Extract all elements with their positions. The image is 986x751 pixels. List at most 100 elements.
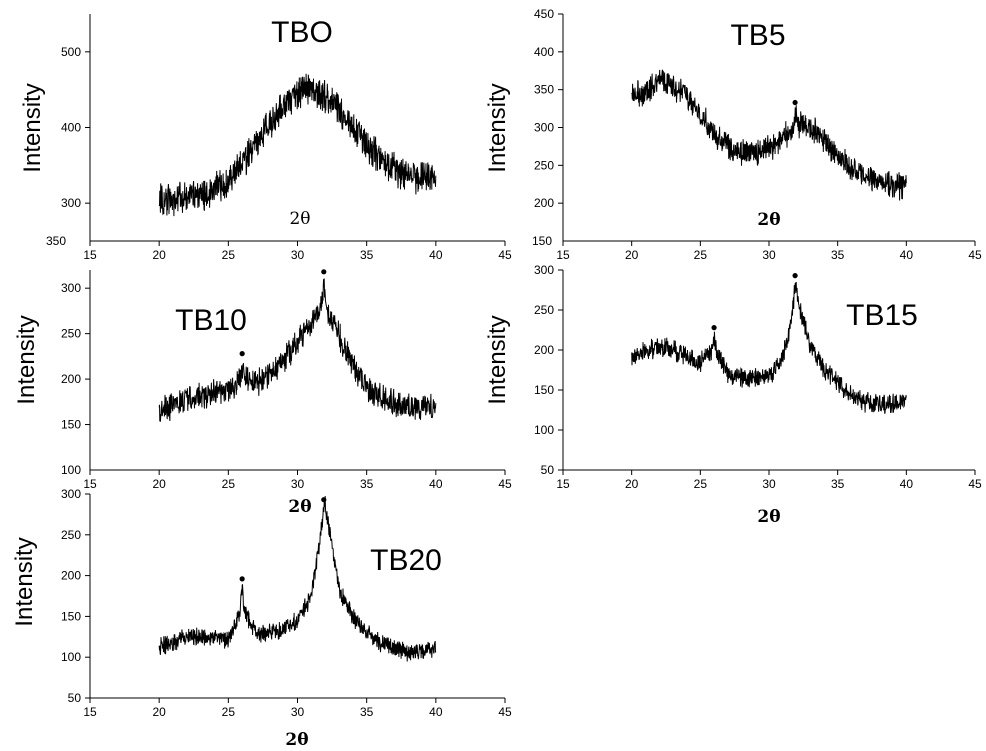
panel-tb5: 15 20 25 30 35 40 45 200 250 300 350 400 450 150 TB… <box>484 7 982 262</box>
x-tick-label: 15 <box>83 477 97 491</box>
y-tick-label: 200 <box>534 196 554 210</box>
x-tick-label: 15 <box>83 705 97 719</box>
y-tick-label: 250 <box>61 327 81 341</box>
peak-marker <box>321 269 327 275</box>
x-tick-label: 30 <box>762 248 776 262</box>
panel-tb10: 15 20 25 30 35 40 45 150 200 250 300 100 TB10 Int… <box>13 269 512 517</box>
y-axis-label: Intensity <box>13 315 40 404</box>
x-tick-label: 45 <box>498 248 512 262</box>
x-tick-label: 15 <box>556 477 570 491</box>
y-ticks: 50 100 150 200 250 300 <box>534 263 563 477</box>
x-tick-label: 20 <box>625 248 639 262</box>
peak-markers <box>792 99 798 106</box>
y-tick-label: 150 <box>61 609 81 623</box>
x-tick-label: 45 <box>968 477 982 491</box>
peak-markers <box>239 269 327 357</box>
x-ticks: 15 20 25 30 35 40 45 <box>556 241 982 262</box>
y-tick-label: 200 <box>61 569 81 583</box>
x-tick-label: 35 <box>360 477 374 491</box>
y-tick-label: 300 <box>534 121 554 135</box>
x-tick-label: 30 <box>291 705 305 719</box>
x-axis-label: 2θ <box>757 210 780 230</box>
panel-tbo: 15 20 25 30 35 40 45 300 400 500 350 TBO Intensi… <box>19 14 512 262</box>
x-tick-label: 30 <box>291 248 305 262</box>
x-tick-label: 35 <box>360 248 374 262</box>
x-tick-label: 25 <box>222 705 236 719</box>
extra-y-label: 150 <box>532 234 552 248</box>
xrd-trace <box>631 281 907 414</box>
y-tick-label: 50 <box>541 463 555 477</box>
y-tick-label: 250 <box>61 528 81 542</box>
xrd-trace <box>631 69 907 201</box>
x-tick-label: 20 <box>152 705 166 719</box>
peak-marker <box>321 497 327 503</box>
x-tick-label: 25 <box>694 477 708 491</box>
y-tick-label: 150 <box>61 418 81 432</box>
y-tick-label: 250 <box>534 158 554 172</box>
y-ticks: 50 100 150 200 250 300 <box>61 487 90 705</box>
chart-title: TB5 <box>730 19 785 52</box>
panel-tb20: 15 20 25 30 35 40 45 50 100 150 200 250 300 TB20 In… <box>11 487 512 750</box>
peak-marker <box>239 351 245 357</box>
y-ticks: 200 250 300 350 400 450 <box>534 7 563 210</box>
xrd-trace <box>158 278 437 422</box>
y-tick-label: 350 <box>534 83 554 97</box>
extra-y-label: 350 <box>46 234 66 248</box>
x-ticks: 15 20 25 30 35 40 45 <box>83 470 512 491</box>
peak-marker <box>792 273 798 279</box>
x-tick-label: 45 <box>498 477 512 491</box>
x-tick-label: 20 <box>625 477 639 491</box>
y-tick-label: 200 <box>61 372 81 386</box>
x-tick-label: 40 <box>900 248 914 262</box>
y-tick-label: 300 <box>534 263 554 277</box>
y-tick-label: 150 <box>534 383 554 397</box>
y-tick-label: 400 <box>61 121 81 135</box>
peak-marker <box>711 325 717 331</box>
y-tick-label: 300 <box>61 196 81 210</box>
x-tick-label: 15 <box>83 248 97 262</box>
x-axis-label: 2θ <box>285 730 308 750</box>
y-tick-label: 300 <box>61 281 81 295</box>
x-tick-label: 15 <box>556 248 570 262</box>
y-tick-label: 400 <box>534 45 554 59</box>
y-tick-label: 100 <box>534 423 554 437</box>
x-tick-label: 45 <box>968 248 982 262</box>
peak-markers <box>711 273 798 331</box>
x-tick-label: 45 <box>498 705 512 719</box>
x-tick-label: 40 <box>429 248 443 262</box>
x-tick-label: 35 <box>831 477 845 491</box>
x-ticks: 15 20 25 30 35 40 45 <box>83 698 512 719</box>
y-axis-label: Intensity <box>11 537 38 626</box>
y-tick-label: 450 <box>534 7 554 21</box>
y-tick-label: 250 <box>534 303 554 317</box>
y-tick-label: 500 <box>61 45 81 59</box>
y-tick-label: 200 <box>534 343 554 357</box>
chart-title: TBO <box>271 16 333 49</box>
x-tick-label: 25 <box>222 477 236 491</box>
peak-marker <box>239 576 245 582</box>
y-ticks: 300 400 500 <box>61 45 90 210</box>
x-tick-label: 35 <box>360 705 374 719</box>
x-ticks: 15 20 25 30 35 40 45 <box>556 470 982 491</box>
y-tick-label: 100 <box>61 650 81 664</box>
chart-title: TB20 <box>370 544 442 577</box>
x-tick-label: 40 <box>429 705 443 719</box>
x-tick-label: 30 <box>762 477 776 491</box>
chart-title: TB15 <box>846 299 918 332</box>
x-tick-label: 25 <box>222 248 236 262</box>
y-axis-label: Intensity <box>484 315 511 404</box>
y-tick-label: 300 <box>61 487 81 501</box>
x-tick-label: 20 <box>152 477 166 491</box>
extra-y-label: 100 <box>61 463 81 477</box>
x-ticks: 15 20 25 30 35 40 45 <box>83 241 512 262</box>
y-axis-label: Intensity <box>484 83 511 172</box>
x-tick-label: 40 <box>900 477 914 491</box>
x-tick-label: 30 <box>291 477 305 491</box>
x-axis-label: 2θ <box>757 507 780 527</box>
xrd-trace <box>158 73 437 217</box>
x-tick-label: 35 <box>831 248 845 262</box>
x-tick-label: 25 <box>694 248 708 262</box>
x-axis-label: 2θ <box>288 497 311 517</box>
panel-tb15: 15 20 25 30 35 40 45 50 100 150 200 250 300 TB15 In… <box>484 263 982 527</box>
